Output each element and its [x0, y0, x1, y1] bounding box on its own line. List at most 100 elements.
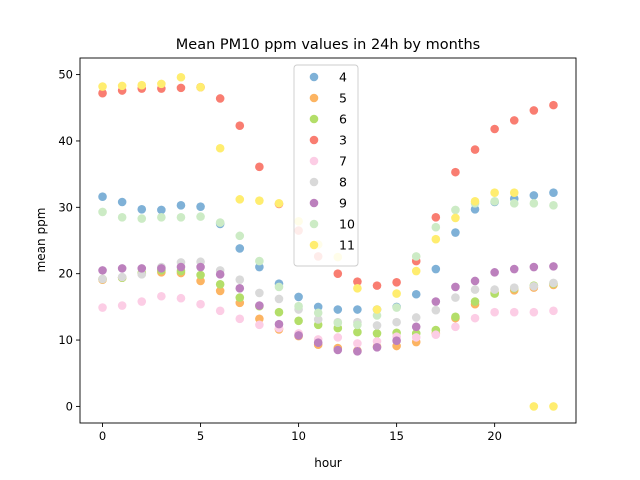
- legend-label: 6: [339, 112, 347, 127]
- point-series-11-hour-8: [255, 196, 264, 205]
- point-series-9-hour-18: [451, 282, 460, 292]
- legend-marker: [309, 72, 319, 82]
- point-series-8-hour-20: [490, 285, 499, 294]
- point-series-6-hour-7: [235, 293, 245, 302]
- point-series-9-hour-15: [392, 336, 401, 346]
- x-axis-label: hour: [314, 456, 342, 470]
- point-series-9-hour-4: [176, 262, 186, 272]
- point-series-7-hour-17: [431, 330, 441, 340]
- point-series-7-hour-4: [176, 293, 186, 303]
- legend-label: 9: [339, 196, 347, 211]
- point-series-11-hour-4: [176, 72, 186, 82]
- point-series-10-hour-4: [176, 212, 186, 222]
- point-series-11-hour-17: [431, 234, 441, 244]
- point-series-10-hour-23: [549, 201, 558, 210]
- legend-label: 11: [339, 238, 355, 253]
- point-series-10-hour-17: [431, 222, 441, 232]
- x-tick-label: 10: [291, 429, 306, 443]
- point-series-11-hour-1: [117, 81, 127, 91]
- legend-marker: [309, 156, 319, 166]
- point-series-7-hour-13: [353, 339, 362, 348]
- point-series-11-hour-20: [490, 188, 499, 198]
- point-series-4-hour-0: [98, 192, 107, 201]
- point-series-7-hour-6: [215, 306, 225, 316]
- point-series-9-hour-0: [98, 266, 107, 275]
- point-series-9-hour-10: [294, 331, 303, 340]
- point-series-9-hour-7: [235, 283, 245, 293]
- x-axis-ticks: 0 5 10 15 20: [99, 423, 502, 443]
- point-series-10-hour-1: [117, 212, 127, 222]
- point-series-6-hour-6: [215, 280, 225, 289]
- y-tick-label: 50: [58, 68, 73, 82]
- point-series-7-hour-3: [157, 291, 166, 301]
- point-series-7-hour-22: [529, 307, 539, 317]
- point-series-3-hour-23: [549, 100, 558, 110]
- point-series-7-hour-20: [490, 307, 499, 317]
- point-series-8-hour-1: [117, 272, 127, 282]
- point-series-7-hour-12: [333, 333, 343, 342]
- point-series-11-hour-6: [215, 143, 225, 153]
- point-series-3-hour-22: [529, 106, 539, 115]
- point-series-9-hour-14: [372, 343, 382, 352]
- point-series-9-hour-2: [137, 264, 147, 273]
- legend-marker: [309, 240, 319, 250]
- point-series-11-hour-0: [98, 82, 107, 91]
- point-series-7-hour-14: [372, 337, 382, 346]
- legend-marker: [309, 219, 319, 229]
- point-series-4-hour-7: [235, 244, 245, 253]
- point-series-8-hour-8: [255, 288, 264, 298]
- y-tick-label: 0: [66, 399, 73, 413]
- point-series-4-hour-2: [137, 205, 147, 214]
- legend-marker: [309, 93, 319, 103]
- point-series-6-hour-14: [372, 329, 382, 338]
- point-series-4-hour-17: [431, 264, 441, 274]
- point-series-11-hour-22: [529, 402, 539, 411]
- y-axis-ticks: 0 10 20 30 40 50: [58, 68, 80, 413]
- point-series-3-hour-6: [215, 94, 225, 103]
- legend-box: [293, 64, 359, 267]
- legend-marker: [309, 114, 319, 124]
- x-tick-label: 15: [389, 429, 404, 443]
- point-series-10-hour-2: [137, 214, 147, 223]
- point-series-4-hour-16: [411, 289, 421, 299]
- point-series-10-hour-8: [255, 256, 264, 266]
- point-series-4-hour-5: [196, 202, 205, 211]
- point-series-3-hour-7: [235, 121, 245, 130]
- point-series-6-hour-19: [470, 297, 480, 306]
- point-series-4-hour-13: [353, 305, 362, 314]
- point-series-9-hour-21: [509, 264, 519, 274]
- point-series-10-hour-6: [215, 218, 225, 227]
- point-series-8-hour-22: [529, 281, 539, 291]
- point-series-7-hour-0: [98, 303, 107, 312]
- point-series-6-hour-5: [196, 270, 205, 280]
- point-series-7-hour-19: [470, 313, 480, 323]
- point-series-11-hour-18: [451, 213, 460, 223]
- point-series-4-hour-18: [451, 228, 460, 237]
- point-series-4-hour-22: [529, 191, 539, 200]
- point-series-8-hour-9: [274, 294, 284, 304]
- point-series-9-hour-3: [157, 264, 166, 273]
- legend-marker: [309, 177, 319, 187]
- point-series-10-hour-18: [451, 205, 460, 215]
- point-series-11-hour-5: [196, 82, 205, 92]
- point-series-3-hour-15: [392, 278, 401, 287]
- point-series-5-hour-8: [255, 314, 264, 324]
- point-series-6-hour-18: [451, 312, 460, 322]
- point-series-10-hour-14: [372, 311, 382, 320]
- point-series-3-hour-4: [176, 83, 186, 93]
- point-series-7-hour-1: [117, 301, 127, 310]
- point-series-3-hour-20: [490, 124, 499, 134]
- point-series-10-hour-0: [98, 207, 107, 217]
- point-series-3-hour-0: [98, 88, 107, 98]
- point-series-3-hour-19: [470, 145, 480, 154]
- point-series-8-hour-14: [372, 321, 382, 330]
- point-series-8-hour-17: [431, 305, 441, 315]
- point-series-3-hour-8: [255, 162, 264, 172]
- point-series-9-hour-22: [529, 262, 539, 272]
- legend-label: 3: [339, 133, 347, 148]
- point-series-10-hour-15: [392, 303, 401, 312]
- y-tick-label: 30: [58, 200, 73, 214]
- point-series-9-hour-12: [333, 345, 343, 355]
- point-series-9-hour-23: [549, 262, 558, 271]
- point-series-10-hour-9: [274, 282, 284, 292]
